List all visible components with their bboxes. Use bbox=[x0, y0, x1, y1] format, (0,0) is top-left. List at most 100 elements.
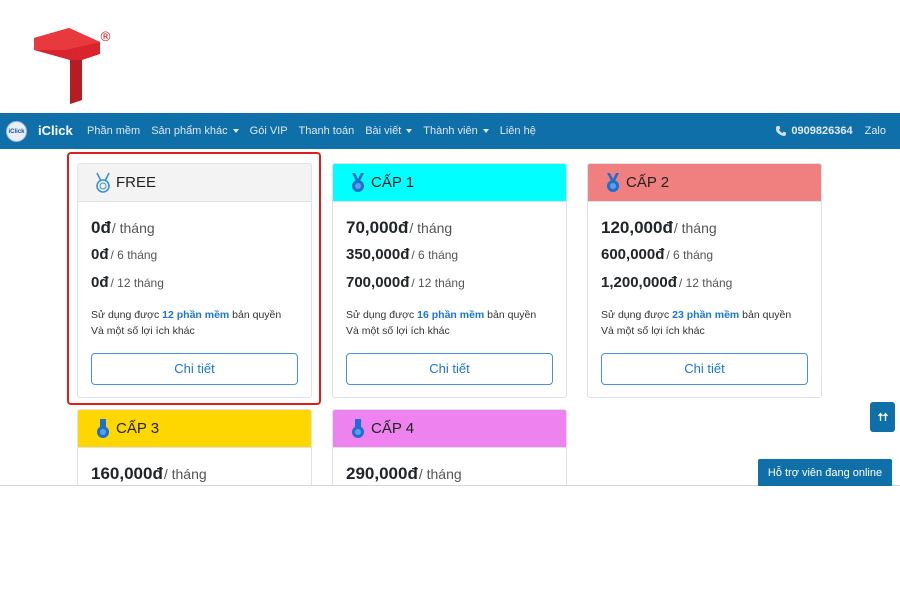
nav-item-label: Gói VIP bbox=[249, 125, 288, 137]
registered-mark: ® bbox=[99, 30, 112, 45]
plan-name: FREE bbox=[116, 174, 157, 191]
price-unit: / 12 tháng bbox=[411, 276, 465, 290]
desc-line-2: Và một số lợi ích khác bbox=[91, 325, 195, 337]
nav-item-phan-mem[interactable]: Phần mềm bbox=[87, 125, 140, 137]
nav-item-label: Liên hệ bbox=[499, 125, 536, 137]
desc-highlight: 23 phần mềm bbox=[672, 309, 740, 321]
nav-item-thanh-toan[interactable]: Thanh toán bbox=[299, 125, 355, 137]
plan-card-header: CẤP 2 bbox=[588, 164, 821, 202]
support-online-button[interactable]: Hỗ trợ viên đang online bbox=[758, 459, 892, 486]
page-fold bbox=[0, 485, 900, 600]
nav-item-label: Thanh toán bbox=[298, 125, 355, 137]
desc-highlight: 16 phần mềm bbox=[417, 309, 485, 321]
medal-icon bbox=[97, 418, 109, 438]
price-unit: / 6 tháng bbox=[110, 248, 158, 262]
price-twelve-months: 1,200,000đ/ 12 tháng bbox=[601, 274, 808, 302]
price-amount: 350,000đ bbox=[346, 246, 410, 263]
desc-suffix: bản quyền bbox=[229, 309, 282, 321]
plan-name: CẤP 3 bbox=[116, 420, 160, 437]
price-monthly: 290,000đ / tháng bbox=[346, 464, 553, 492]
plan-card-header: FREE bbox=[78, 164, 311, 202]
price-monthly: 120,000đ / tháng bbox=[601, 218, 808, 246]
nav-item-label: Bài viết bbox=[365, 125, 402, 137]
desc-prefix: Sử dụng được bbox=[346, 309, 418, 321]
price-unit: / 12 tháng bbox=[110, 276, 164, 290]
plan-name: CẤP 1 bbox=[371, 174, 415, 191]
nav-item-label: Phần mềm bbox=[87, 125, 141, 137]
double-arrow-up-icon bbox=[877, 412, 888, 421]
plan-card-header: CẤP 4 bbox=[333, 410, 566, 448]
price-monthly: 0đ / tháng bbox=[91, 218, 298, 246]
nav-item-label: Thành viên bbox=[423, 125, 478, 137]
nav-item-label: Sản phẩm khác bbox=[151, 125, 228, 137]
caret-down-icon bbox=[232, 129, 239, 133]
details-button[interactable]: Chi tiết bbox=[346, 353, 553, 385]
details-button[interactable]: Chi tiết bbox=[91, 353, 298, 385]
brand-name[interactable]: iClick bbox=[38, 123, 73, 138]
plan-description: Sử dụng được 16 phần mềm bản quyền Và mộ… bbox=[346, 307, 553, 339]
caret-down-icon bbox=[482, 129, 489, 133]
price-amount: 160,000đ bbox=[91, 464, 163, 483]
desc-suffix: bản quyền bbox=[739, 309, 792, 321]
price-amount: 700,000đ bbox=[346, 274, 410, 291]
plan-card-body: 160,000đ / tháng bbox=[78, 448, 311, 492]
top-navbar: iClick iClick Phần mềm Sản phẩm khác Gói… bbox=[0, 113, 900, 149]
price-amount: 0đ bbox=[91, 274, 109, 291]
plan-description: Sử dụng được 12 phần mềm bản quyền Và mộ… bbox=[91, 307, 298, 339]
nav-item-thanh-vien[interactable]: Thành viên bbox=[423, 125, 489, 137]
price-twelve-months: 700,000đ/ 12 tháng bbox=[346, 274, 553, 302]
medal-icon bbox=[352, 418, 364, 438]
price-monthly: 70,000đ / tháng bbox=[346, 218, 553, 246]
price-unit: / tháng bbox=[409, 220, 453, 236]
price-unit: / tháng bbox=[673, 220, 717, 236]
price-six-months: 350,000đ/ 6 tháng bbox=[346, 246, 553, 274]
scroll-to-top-button[interactable] bbox=[870, 402, 895, 432]
plan-card-header: CẤP 3 bbox=[78, 410, 311, 448]
price-unit: / 6 tháng bbox=[411, 248, 459, 262]
plan-card-body: 70,000đ / tháng 350,000đ/ 6 tháng 700,000… bbox=[333, 202, 566, 385]
nav-item-lien-he[interactable]: Liên hệ bbox=[500, 125, 536, 137]
plan-card-cap-1: CẤP 1 70,000đ / tháng 350,000đ/ 6 tháng 7… bbox=[332, 163, 567, 398]
logo-icon[interactable] bbox=[34, 28, 114, 104]
zalo-link[interactable]: Zalo bbox=[864, 125, 886, 137]
medal-icon bbox=[607, 172, 619, 192]
phone-number: 0909826364 bbox=[791, 125, 853, 137]
price-twelve-months: 0đ/ 12 tháng bbox=[91, 274, 298, 302]
price-amount: 70,000đ bbox=[346, 218, 409, 237]
price-unit: / tháng bbox=[111, 220, 155, 236]
medal-icon bbox=[96, 172, 110, 193]
plan-description: Sử dụng được 23 phần mềm bản quyền Và mộ… bbox=[601, 307, 808, 339]
desc-line-2: Và một số lợi ích khác bbox=[346, 325, 450, 337]
plan-name: CẤP 2 bbox=[626, 174, 670, 191]
plan-card-cap-3: CẤP 3 160,000đ / tháng bbox=[77, 409, 312, 499]
desc-prefix: Sử dụng được bbox=[601, 309, 673, 321]
price-amount: 120,000đ bbox=[601, 218, 673, 237]
price-amount: 0đ bbox=[91, 218, 111, 237]
brand-logo-icon[interactable]: iClick bbox=[6, 121, 27, 142]
price-unit: / 12 tháng bbox=[678, 276, 733, 290]
desc-highlight: 12 phần mềm bbox=[162, 309, 230, 321]
plan-card-free: FREE 0đ / tháng 0đ/ 6 tháng 0đ/ 12 tháng … bbox=[77, 163, 312, 398]
desc-prefix: Sử dụng được bbox=[91, 309, 163, 321]
price-unit: / tháng bbox=[418, 466, 462, 482]
nav-item-goi-vip[interactable]: Gói VIP bbox=[250, 125, 288, 137]
caret-down-icon bbox=[406, 129, 413, 133]
plan-card-header: CẤP 1 bbox=[333, 164, 566, 202]
price-six-months: 600,000đ/ 6 tháng bbox=[601, 246, 808, 274]
price-unit: / 6 tháng bbox=[666, 248, 714, 262]
phone-link[interactable]: 0909826364 bbox=[775, 125, 853, 137]
plan-card-body: 290,000đ / tháng bbox=[333, 448, 566, 492]
phone-icon bbox=[776, 126, 787, 136]
price-monthly: 160,000đ / tháng bbox=[91, 464, 298, 492]
plan-card-body: 0đ / tháng 0đ/ 6 tháng 0đ/ 12 tháng Sử dụ… bbox=[78, 202, 311, 385]
price-amount: 1,200,000đ bbox=[601, 274, 677, 291]
nav-right: 0909826364 Zalo bbox=[775, 113, 886, 149]
desc-suffix: bản quyền bbox=[484, 309, 537, 321]
nav-menu: Phần mềm Sản phẩm khác Gói VIP Thanh toá… bbox=[87, 113, 547, 149]
nav-item-san-pham-khac[interactable]: Sản phẩm khác bbox=[151, 125, 239, 137]
price-amount: 600,000đ bbox=[601, 246, 665, 263]
details-button[interactable]: Chi tiết bbox=[601, 353, 808, 385]
plan-card-body: 120,000đ / tháng 600,000đ/ 6 tháng 1,200,… bbox=[588, 202, 821, 385]
nav-item-bai-viet[interactable]: Bài viết bbox=[365, 125, 413, 137]
